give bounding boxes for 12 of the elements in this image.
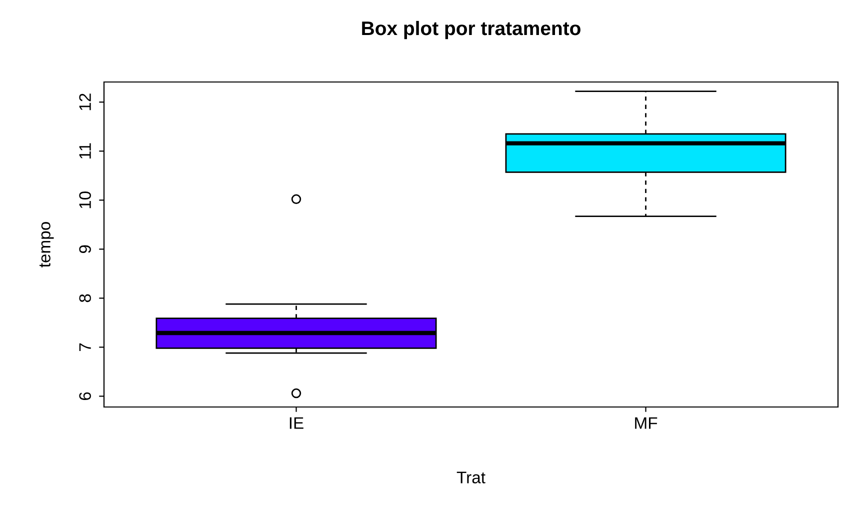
- x-tick-label: MF: [635, 417, 658, 429]
- y-tick-label: 8: [79, 294, 91, 302]
- chart-title: Box plot por tratamento: [362, 20, 580, 40]
- y-tick-label: 10: [79, 192, 91, 208]
- y-tick-label: 9: [79, 245, 91, 254]
- x-tick-label: IE: [290, 417, 304, 429]
- y-axis-title: tempo: [40, 222, 54, 268]
- y-tick-label: 12: [79, 94, 91, 110]
- x-axis-title: Trat: [456, 472, 486, 484]
- y-tick-label: 6: [79, 392, 91, 400]
- y-tick-label: 7: [79, 343, 91, 351]
- y-tick-label: 11: [79, 143, 91, 158]
